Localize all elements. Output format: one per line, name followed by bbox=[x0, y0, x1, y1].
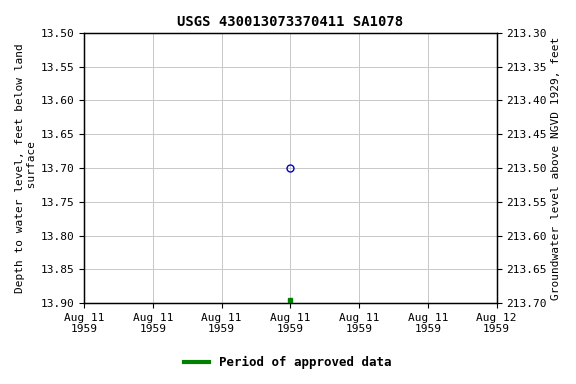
Y-axis label: Depth to water level, feet below land
 surface: Depth to water level, feet below land su… bbox=[15, 43, 37, 293]
Title: USGS 430013073370411 SA1078: USGS 430013073370411 SA1078 bbox=[177, 15, 403, 29]
Legend: Period of approved data: Period of approved data bbox=[179, 351, 397, 374]
Y-axis label: Groundwater level above NGVD 1929, feet: Groundwater level above NGVD 1929, feet bbox=[551, 36, 561, 300]
